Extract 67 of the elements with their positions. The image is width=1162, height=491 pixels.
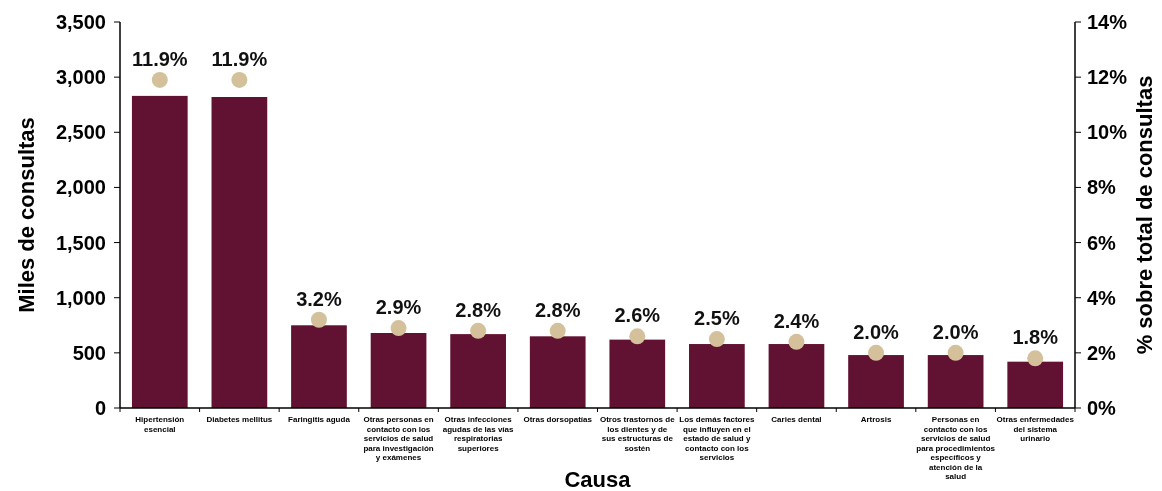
bar (768, 344, 825, 408)
x-tick-label: Personas en contacto con los servicios de salud para procedimientos específicos y atención de la salud (916, 415, 996, 481)
y2-tick-label: 2% (1087, 341, 1117, 364)
data-label: 2.5% (694, 307, 740, 330)
data-label: 3.2% (296, 287, 342, 310)
data-label: 2.0% (853, 320, 900, 343)
y-tick-label: 3,500 (55, 11, 106, 33)
y2-tick-label: 12% (1087, 66, 1128, 89)
x-tick-label: Diabetes mellitus (206, 415, 273, 424)
data-label: 1.8% (1012, 326, 1059, 349)
point (390, 320, 407, 337)
x-tick-label: Faringitis aguda (288, 415, 351, 424)
y2-tick-label: 8% (1087, 176, 1117, 199)
point (629, 328, 646, 345)
y2-tick-label: 0% (1087, 397, 1117, 419)
y-tick-label: 1,500 (55, 231, 106, 254)
y2-tick-label: 4% (1087, 286, 1117, 309)
data-label: 2.0% (932, 320, 979, 343)
bar (609, 339, 666, 408)
bar (450, 334, 506, 408)
bar (1007, 361, 1064, 408)
y-tick-label: 3,000 (55, 66, 106, 89)
data-label: 2.8% (534, 298, 581, 321)
x-tick-label: Artrosis (860, 415, 892, 424)
y2-tick-label: 14% (1087, 11, 1128, 33)
bar (927, 355, 984, 408)
y-tick-label: 2,500 (55, 121, 106, 144)
point (708, 331, 725, 348)
point (868, 344, 885, 361)
bar (131, 95, 188, 408)
data-label: 11.9% (211, 47, 268, 70)
bar (211, 96, 268, 408)
bar (529, 336, 586, 408)
x-tick-label: Otras personas en contacto con los servicios de salud para investigación y exámenes (363, 415, 434, 462)
y-tick-label: 1,000 (55, 286, 106, 309)
y2-tick-label: 10% (1087, 121, 1128, 144)
x-tick-label: Otras dorsopatías (523, 415, 593, 424)
bar (291, 325, 347, 408)
y2-axis-title: % sobre total de consultas (1132, 75, 1157, 355)
bar (689, 344, 745, 408)
y-tick-label: 500 (72, 341, 106, 364)
x-tick-label: Hipertensión esencial (135, 415, 185, 434)
x-tick-label: Otras infecciones agudas de las vías respiratorias superiores (442, 415, 515, 453)
x-tick-label: Caries dental (771, 415, 822, 424)
bar (848, 355, 904, 408)
y-tick-label: 0 (94, 397, 106, 419)
y-tick-label: 2,000 (55, 176, 106, 199)
y2-tick-label: 6% (1087, 231, 1117, 254)
x-tick-label: Los demás factores que influyen en el estado de salud y contacto con los servicios (679, 415, 755, 462)
x-tick-label: Otros trastornos de los dientes y de sus estructuras de sostén (599, 415, 676, 453)
bar (370, 333, 427, 408)
point (470, 322, 487, 339)
data-label: 2.4% (773, 309, 820, 332)
point (947, 344, 964, 361)
data-label: 2.6% (614, 304, 661, 327)
data-label: 2.8% (455, 298, 502, 321)
point (1027, 350, 1044, 367)
point (151, 71, 168, 88)
point (549, 322, 566, 339)
point (788, 333, 805, 350)
y-axis-title: Miles de consultas (14, 117, 39, 313)
data-label: 11.9% (131, 47, 188, 70)
x-axis-title: Causa (564, 467, 632, 491)
point (231, 71, 248, 88)
data-label: 2.9% (375, 296, 422, 319)
point (310, 311, 327, 328)
x-tick-label: Otras enfermedades del sistema urinario (996, 415, 1075, 443)
